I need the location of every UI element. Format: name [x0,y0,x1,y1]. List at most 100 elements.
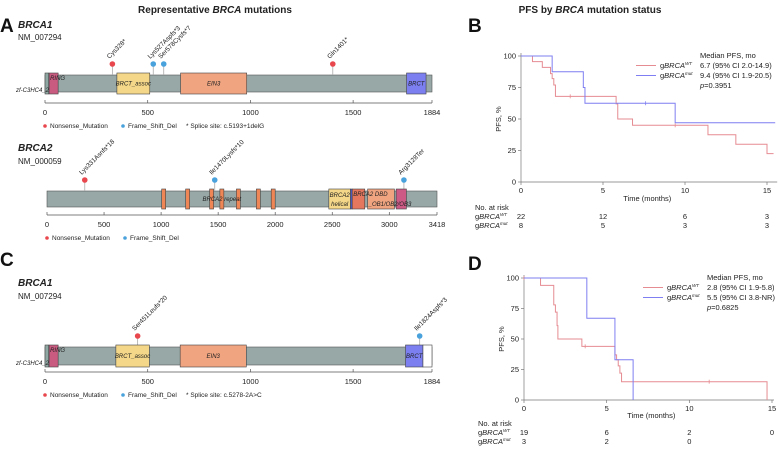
x-axis-label: Time (months) [627,411,676,420]
x-tick-label: 0 [522,404,526,413]
axis-tick-label: 0 [43,108,47,117]
domain-box [395,188,407,210]
km-plot-d: 0 25 50 75 100 0 5 10 15 PFS, % Time (months) gBRCA… [478,273,776,446]
risk-count: 19 [520,428,528,437]
lollipop-head-frameshift [416,333,423,339]
domain-label: EIN3 [207,354,221,360]
x-tick-label: 15 [763,186,771,195]
axis-tick-label: 3000 [381,220,398,229]
risk-row-label: gBRCAmut [475,221,508,230]
domain-box [48,72,59,95]
mutation-label: Lys331Asnfs*18 [78,138,116,176]
mutation-label: Cys328* [106,38,129,61]
domain-box [44,344,49,368]
lollipop-head-frameshift [160,61,167,67]
x-tick-label: 5 [605,404,609,413]
axis-tick-label: 1884 [424,108,441,117]
axis-tick-label: 1000 [242,108,259,117]
domain-box [180,72,248,95]
mutation-label: Arg3128Ter [397,147,426,176]
y-tick-label: 75 [511,304,519,313]
domain-label: zf-C3HC4_2 [15,361,50,367]
transcript-id: NM_007294 [18,33,62,42]
y-tick-label: 0 [512,178,516,187]
axis-tick-label: 1500 [210,220,227,229]
y-axis-label: PFS, % [494,106,503,132]
splice-site-note: * Splice site: c.5193+1delG [186,123,264,130]
x-tick-label: 15 [768,404,776,413]
domain-label: BRCT_assoc [116,82,151,88]
domain-box [236,188,241,210]
lollipop-plot-brca1-c: BRCA1 NM_007294 Ser451Leufs*20 Ile1824Aspfs… [15,278,449,399]
mutation-label: Ile1470Lysfs*10 [208,139,246,177]
p-value: p=0.3951 [699,81,732,90]
domain-box [209,188,214,210]
risk-row-label: gBRCAWT [478,428,511,437]
y-tick-label: 75 [508,83,516,92]
transcript-id: NM_000059 [18,157,62,166]
legend-frameshift: Frame_Shift_Del [128,392,177,399]
domain-label: BRCT [408,82,426,88]
domain-label: EIN3 [207,82,221,88]
axis-tick-label: 0 [43,377,47,386]
risk-count: 2 [605,437,609,446]
frameshift-legend-dot [121,393,125,397]
risk-count: 6 [683,212,687,221]
y-tick-label: 50 [511,335,519,344]
legend-title: Median PFS, mo [700,51,756,60]
x-tick-label: 10 [685,404,693,413]
legend-frameshift: Frame_Shift_Del [128,123,177,130]
legend-label-wt: gBRCAWT [660,61,693,70]
lollipop-head-nonsense [329,61,336,67]
x-axis-label: Time (months) [623,194,672,203]
panel-label-c: C [0,250,14,271]
risk-count: 2 [687,428,691,437]
km-curve-wt [521,55,774,155]
y-axis-label: PFS, % [497,326,506,352]
risk-count: 12 [599,212,607,221]
domain-label: RING [50,348,65,354]
mutation-label: Ile1824Aspfs*3 [413,296,449,332]
km-curve-wt [524,277,768,400]
risk-count: 0 [687,437,691,446]
axis-tick-label: 1500 [345,108,362,117]
risk-count: 5 [601,221,605,230]
gene-name: BRCA1 [18,20,53,31]
lollipop-head-frameshift [211,177,218,183]
gene-name: BRCA1 [18,278,53,289]
legend-nonsense: Nonsense_Mutation [50,392,108,399]
lollipop-plot-brca2-a: BRCA2 NM_000059 Lys331Asnfs*18 Ile1470Lysfs… [18,138,445,242]
domain-box [422,344,433,368]
frameshift-legend-dot [121,124,125,128]
panel-label-b: B [468,16,482,37]
legend-median-stat: 9.4 (95% CI 1.9-20.5) [700,71,772,80]
risk-row-label: gBRCAWT [475,212,508,221]
legend-median-stat: 6.7 (95% CI 2.0-14.9) [700,61,772,70]
risk-table-header: No. at risk [475,203,509,212]
lollipop-head-frameshift [150,61,157,67]
y-tick-label: 100 [506,274,519,283]
axis-tick-label: 2000 [267,220,284,229]
legend-label-wt: gBRCAWT [667,283,700,292]
lollipop-head-nonsense [109,61,116,67]
legend-nonsense: Nonsense_Mutation [50,123,108,130]
legend-median-stat: 2.8 (95% CI 1.9-5.8) [707,283,775,292]
domain-box [256,188,261,210]
lollipop-head-nonsense [81,177,88,183]
splice-site-note: * Splice site: c.5278-2A>C [186,392,262,399]
right-title: PFS by BRCA mutation status [519,5,662,16]
risk-table-header: No. at risk [478,419,512,428]
risk-row-label: gBRCAmut [478,437,511,446]
domain-box [115,344,150,368]
km-plot-b: 0 25 50 75 100 0 5 10 15 PFS, % Time (months) gBRCA… [475,51,778,230]
axis-tick-label: 1884 [424,377,441,386]
domain-box [351,188,366,210]
transcript-id: NM_007294 [18,292,62,301]
domain-box [161,188,166,210]
nonsense-legend-dot [43,124,47,128]
legend-label-mut: gBRCAmut [667,293,700,302]
x-tick-label: 5 [601,186,605,195]
domain-label: helical [331,202,349,208]
y-tick-label: 50 [508,115,516,124]
lollipop-head-nonsense [134,333,141,339]
